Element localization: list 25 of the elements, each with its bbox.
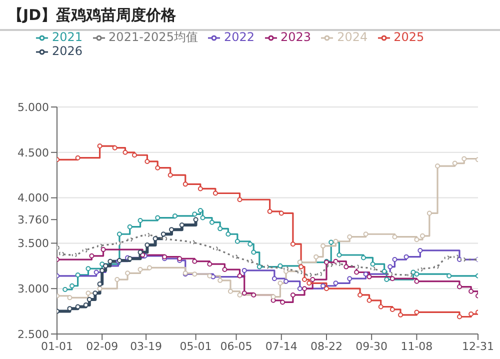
y-tick-label: 2.500	[18, 328, 49, 341]
legend-label: 2025	[394, 30, 424, 44]
legend-label: 2023	[280, 30, 312, 44]
x-tick-label: 06-05	[220, 340, 252, 353]
x-tick-label: 11-08	[400, 340, 433, 353]
x-tick-label: 12-31	[462, 340, 494, 353]
x-tick-label: 01-01	[41, 340, 73, 353]
x-tick-label: 09-30	[356, 340, 388, 353]
x-tick-label: 07-14	[265, 340, 298, 353]
legend-label: 2022	[224, 30, 255, 44]
x-tick-label: 05-01	[180, 340, 212, 353]
legend-label: 2021	[52, 30, 83, 44]
legend-label: 2024	[337, 30, 368, 44]
legend-label: 2026	[52, 44, 83, 58]
legend-label: 2021-2025均值	[108, 30, 198, 44]
y-tick-label: 4.500	[18, 146, 49, 160]
x-tick-label: 02-09	[86, 340, 118, 353]
y-tick-label: 4.000	[18, 192, 49, 205]
y-tick-label: 3.000	[18, 282, 49, 296]
y-tick-label: 3.500	[18, 237, 49, 250]
chart-title: 【JD】蛋鸡鸡苗周度价格	[8, 6, 176, 25]
y-tick-label: 5.000	[18, 100, 49, 114]
x-tick-label: 08-22	[310, 340, 342, 353]
y-tick-label: 3.760	[18, 213, 49, 226]
x-tick-label: 03-19	[130, 340, 162, 353]
